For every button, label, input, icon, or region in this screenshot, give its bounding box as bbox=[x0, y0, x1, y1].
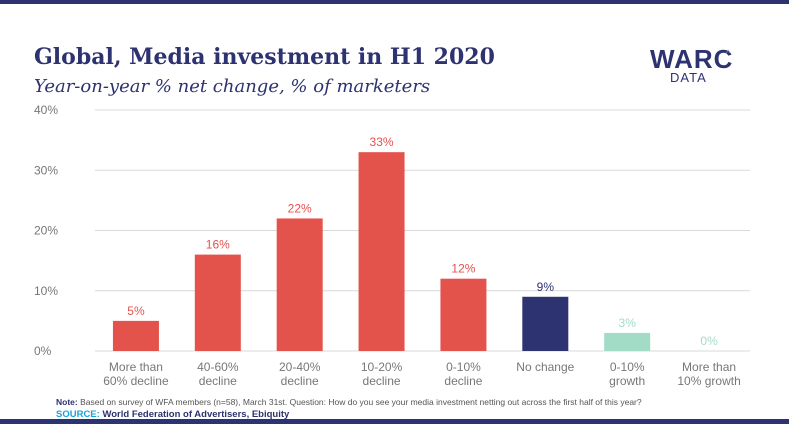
y-tick-label: 20% bbox=[34, 224, 58, 238]
x-category-label: 0-10% bbox=[446, 360, 481, 374]
logo-subtext: DATA bbox=[670, 70, 707, 85]
source-label: SOURCE: bbox=[56, 409, 100, 420]
bar bbox=[522, 296, 569, 351]
x-category-label: decline bbox=[444, 374, 482, 388]
x-category-label: 10-20% bbox=[361, 360, 403, 374]
bar bbox=[440, 278, 487, 351]
bar bbox=[276, 218, 323, 351]
logo-wordmark: WARC bbox=[650, 44, 734, 74]
bar bbox=[112, 320, 159, 351]
bar bbox=[358, 152, 405, 351]
warc-data-logo: WARC DATA ^ bbox=[650, 46, 734, 88]
note-label: Note: bbox=[56, 397, 78, 407]
x-category-label: 60% decline bbox=[103, 374, 169, 388]
x-category-label: 0-10% bbox=[610, 360, 645, 374]
chart-subtitle: Year-on-year % net change, % of marketer… bbox=[34, 76, 431, 97]
y-tick-label: 10% bbox=[34, 284, 58, 298]
logo-caret-icon: ^ bbox=[726, 48, 731, 58]
y-tick-label: 30% bbox=[34, 163, 58, 177]
data-label: 3% bbox=[619, 316, 637, 330]
data-label: 12% bbox=[451, 262, 475, 276]
x-category-label: decline bbox=[199, 374, 237, 388]
bar bbox=[604, 332, 651, 351]
data-label: 16% bbox=[206, 238, 230, 252]
bottom-rule bbox=[0, 419, 789, 424]
top-rule bbox=[0, 0, 789, 4]
x-category-label: 10% growth bbox=[677, 374, 740, 388]
chart-title: Global, Media investment in H1 2020 bbox=[34, 44, 495, 70]
data-label: 22% bbox=[288, 201, 312, 215]
y-tick-label: 40% bbox=[34, 103, 58, 117]
x-category-label: 20-40% bbox=[279, 360, 321, 374]
x-category-label: More than bbox=[109, 360, 163, 374]
note-text: Based on survey of WFA members (n=58), M… bbox=[80, 397, 642, 407]
data-label: 9% bbox=[537, 280, 555, 294]
chart-note: Note: Based on survey of WFA members (n=… bbox=[56, 397, 642, 407]
chart-source: SOURCE: World Federation of Advertisers,… bbox=[56, 409, 289, 420]
data-label: 33% bbox=[370, 135, 394, 149]
x-category-label: No change bbox=[516, 360, 574, 374]
data-label: 5% bbox=[127, 304, 145, 318]
x-category-label: 40-60% bbox=[197, 360, 239, 374]
x-category-label: decline bbox=[281, 374, 319, 388]
data-label: 0% bbox=[700, 334, 718, 348]
y-tick-label: 0% bbox=[34, 344, 52, 358]
source-text: World Federation of Advertisers, Ebiquit… bbox=[102, 409, 290, 420]
x-category-label: growth bbox=[609, 374, 645, 388]
x-category-label: decline bbox=[363, 374, 401, 388]
x-category-label: More than bbox=[682, 360, 736, 374]
bar bbox=[194, 254, 241, 351]
